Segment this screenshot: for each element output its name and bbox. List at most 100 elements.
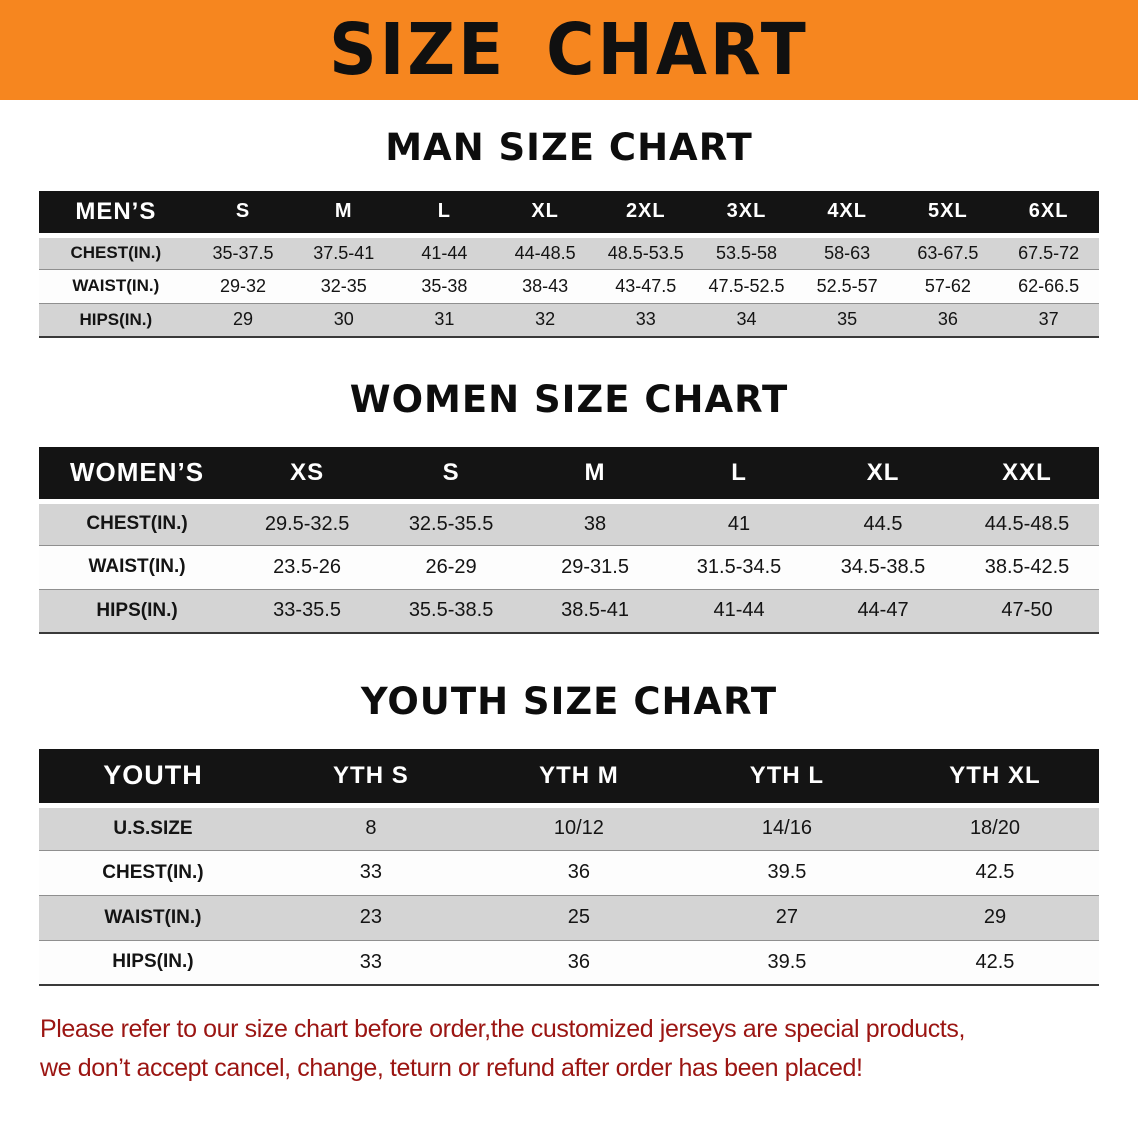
size-value: 29: [890, 894, 1099, 940]
size-value: 30: [293, 302, 395, 337]
size-value: 41-44: [394, 234, 495, 269]
size-value: 18/20: [890, 804, 1099, 850]
man-size-chart-heading: MAN SIZE CHART: [385, 126, 753, 169]
table-corner-label: YOUTH: [39, 749, 267, 808]
size-value: 63-67.5: [897, 234, 999, 269]
youth-size-chart-heading: YOUTH SIZE CHART: [360, 680, 778, 723]
size-value: 36: [474, 849, 683, 895]
size-column-header: L: [394, 191, 495, 238]
disclaimer-line-2: we don’t accept cancel, change, teturn o…: [40, 1053, 863, 1082]
size-value: 47.5-52.5: [696, 268, 797, 303]
size-value: 43-47.5: [595, 268, 697, 303]
size-value: 23.5-26: [235, 544, 380, 589]
row-label: WAIST(IN.): [39, 268, 193, 303]
row-label: HIPS(IN.): [39, 588, 236, 633]
size-value: 44-48.5: [494, 234, 596, 269]
table-row: WAIST(IN.) 29-32 32-35 35-38 38-43 43-47.5 47.…: [39, 268, 1099, 303]
size-value: 38.5-42.5: [955, 544, 1099, 589]
size-value: 42.5: [890, 939, 1099, 985]
size-value: 47-50: [955, 588, 1099, 633]
size-column-header: S: [379, 447, 524, 504]
size-value: 58-63: [796, 234, 898, 269]
size-value: 8: [266, 804, 475, 850]
order-policy-disclaimer: Please refer to our size chart before or…: [40, 1010, 1138, 1088]
women-size-table: WOMEN’S XS S M L XL XXL CHEST(IN.) 29.5-32.5 32.5…: [39, 447, 1099, 634]
size-value: 26-29: [379, 544, 524, 589]
women-size-chart-heading: WOMEN SIZE CHART: [349, 378, 789, 421]
size-column-header: 2XL: [595, 191, 697, 238]
size-column-header: YTH S: [266, 749, 475, 808]
size-value: 33-35.5: [235, 588, 380, 633]
table-header-row: WOMEN’S XS S M L XL XXL: [39, 447, 1099, 504]
size-value: 34: [696, 302, 797, 337]
size-value: 52.5-57: [796, 268, 898, 303]
row-label: U.S.SIZE: [39, 804, 267, 850]
table-row: HIPS(IN.) 33 36 39.5 42.5: [39, 939, 1099, 985]
size-column-header: YTH XL: [890, 749, 1099, 808]
table-corner-label: WOMEN’S: [39, 447, 236, 504]
size-value: 32: [494, 302, 596, 337]
table-row: CHEST(IN.) 29.5-32.5 32.5-35.5 38 41 44.5 44.5…: [39, 500, 1099, 545]
youth-size-table: YOUTH YTH S YTH M YTH L YTH XL U.S.SIZE 8 10/12…: [39, 749, 1099, 986]
size-value: 29-32: [192, 268, 294, 303]
size-value: 38.5-41: [523, 588, 668, 633]
size-value: 57-62: [897, 268, 999, 303]
size-value: 35-38: [394, 268, 495, 303]
size-value: 38-43: [494, 268, 596, 303]
size-value: 37: [998, 302, 1099, 337]
size-value: 32-35: [293, 268, 395, 303]
row-label: CHEST(IN.): [39, 500, 236, 545]
size-value: 29-31.5: [523, 544, 668, 589]
size-value: 53.5-58: [696, 234, 797, 269]
size-column-header: 5XL: [897, 191, 999, 238]
size-value: 37.5-41: [293, 234, 395, 269]
row-label: HIPS(IN.): [39, 939, 267, 985]
size-column-header: L: [667, 447, 812, 504]
size-value: 41-44: [667, 588, 812, 633]
size-value: 25: [474, 894, 683, 940]
size-value: 10/12: [474, 804, 683, 850]
table-corner-label: MEN’S: [39, 191, 193, 238]
size-value: 42.5: [890, 849, 1099, 895]
size-column-header: 3XL: [696, 191, 797, 238]
size-column-header: 6XL: [998, 191, 1099, 238]
size-column-header: M: [293, 191, 395, 238]
size-column-header: XL: [811, 447, 956, 504]
size-value: 31.5-34.5: [667, 544, 812, 589]
row-label: CHEST(IN.): [39, 234, 193, 269]
size-value: 23: [266, 894, 475, 940]
size-value: 27: [682, 894, 891, 940]
table-row: HIPS(IN.) 29 30 31 32 33 34 35 36 37: [39, 302, 1099, 337]
size-chart-banner: SIZE CHART: [0, 0, 1138, 100]
size-value: 33: [266, 849, 475, 895]
table-row: CHEST(IN.) 33 36 39.5 42.5: [39, 849, 1099, 895]
size-value: 32.5-35.5: [379, 500, 524, 545]
men-size-table: MEN’S S M L XL 2XL 3XL 4XL 5XL 6XL CHEST(IN.) 35-37…: [39, 191, 1099, 338]
size-column-header: YTH M: [474, 749, 683, 808]
size-value: 35: [796, 302, 898, 337]
row-label: WAIST(IN.): [39, 894, 267, 940]
size-column-header: S: [192, 191, 294, 238]
size-value: 44.5: [811, 500, 956, 545]
size-value: 38: [523, 500, 668, 545]
table-header-row: YOUTH YTH S YTH M YTH L YTH XL: [39, 749, 1099, 808]
table-row: HIPS(IN.) 33-35.5 35.5-38.5 38.5-41 41-44 44-…: [39, 588, 1099, 633]
table-row: WAIST(IN.) 23.5-26 26-29 29-31.5 31.5-34.5 34…: [39, 544, 1099, 589]
size-value: 14/16: [682, 804, 891, 850]
size-value: 34.5-38.5: [811, 544, 956, 589]
size-value: 31: [394, 302, 495, 337]
size-value: 44-47: [811, 588, 956, 633]
row-label: WAIST(IN.): [39, 544, 236, 589]
size-value: 29.5-32.5: [235, 500, 380, 545]
row-label: HIPS(IN.): [39, 302, 193, 337]
table-row: WAIST(IN.) 23 25 27 29: [39, 894, 1099, 940]
size-value: 36: [474, 939, 683, 985]
table-row: CHEST(IN.) 35-37.5 37.5-41 41-44 44-48.5 48.5…: [39, 234, 1099, 269]
size-value: 39.5: [682, 939, 891, 985]
size-column-header: M: [523, 447, 668, 504]
size-column-header: 4XL: [796, 191, 898, 238]
size-value: 29: [192, 302, 294, 337]
size-value: 39.5: [682, 849, 891, 895]
banner-title: SIZE CHART: [329, 7, 809, 92]
size-column-header: XL: [494, 191, 596, 238]
